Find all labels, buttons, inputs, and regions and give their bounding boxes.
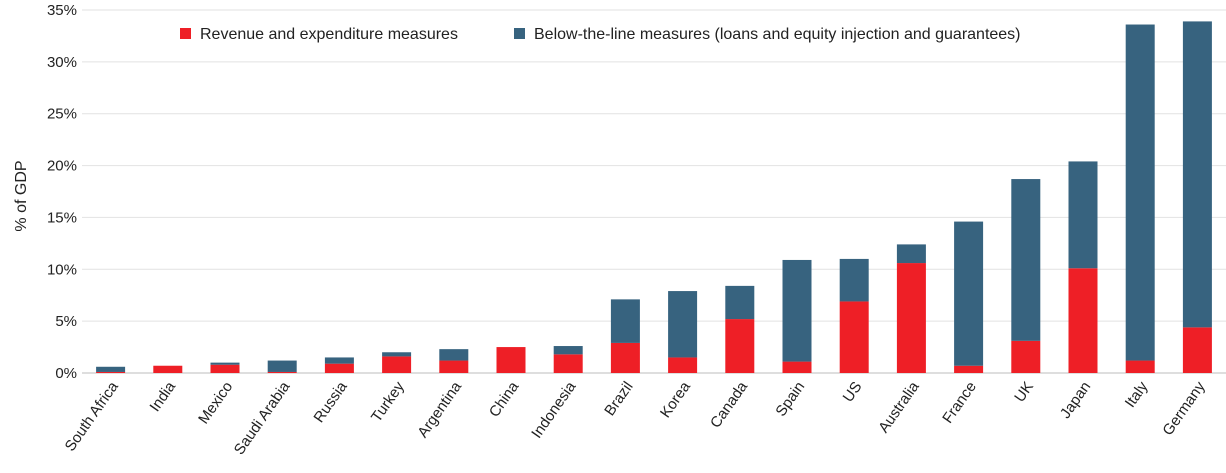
x-tick-label: Australia (875, 378, 923, 436)
x-tick-label: India (146, 378, 179, 415)
bar-revenue-saudi-arabia (267, 371, 297, 373)
bar-revenue-germany (1182, 327, 1212, 373)
bar-revenue-korea (668, 357, 698, 373)
x-tick-label: Germany (1159, 378, 1209, 439)
x-tick-label: Indonesia (528, 378, 580, 442)
y-tick-label: 20% (47, 158, 77, 175)
bar-below-the-line-argentina (439, 349, 469, 361)
bar-below-the-line-japan (1068, 161, 1098, 269)
x-tick-label: UK (1011, 379, 1037, 406)
legend-swatch-below-the-line (514, 28, 525, 39)
bar-below-the-line-uk (1011, 179, 1041, 341)
bar-revenue-mexico (210, 364, 240, 373)
bar-revenue-us (839, 301, 869, 373)
bar-below-the-line-australia (896, 244, 926, 264)
legend-label-below-the-line: Below-the-line measures (loans and equit… (534, 26, 1021, 43)
x-tick-label: Turkey (368, 378, 408, 425)
bar-below-the-line-russia (324, 357, 354, 364)
y-tick-label: 15% (47, 209, 77, 226)
bar-below-the-line-south-africa (96, 366, 126, 372)
x-tick-label: Brazil (601, 379, 636, 419)
legend-label-revenue: Revenue and expenditure measures (200, 26, 458, 43)
bar-revenue-italy (1125, 360, 1155, 373)
x-tick-label: Russia (310, 378, 351, 426)
bar-below-the-line-france (954, 221, 984, 366)
bar-revenue-australia (896, 263, 926, 373)
y-tick-label: 5% (55, 313, 77, 330)
x-tick-label: Mexico (195, 379, 236, 428)
y-tick-label: 10% (47, 261, 77, 278)
x-tick-label: Canada (707, 378, 751, 431)
bar-below-the-line-us (839, 258, 869, 302)
bar-revenue-argentina (439, 360, 469, 373)
bar-revenue-russia (324, 363, 354, 373)
bar-below-the-line-germany (1182, 21, 1212, 328)
x-tick-label: Saudi Arabia (231, 378, 294, 458)
y-tick-label: 0% (55, 365, 77, 382)
x-tick-label: South Africa (62, 378, 123, 455)
legend-swatch-revenue (180, 28, 191, 39)
x-tick-label: France (939, 379, 980, 427)
bar-revenue-china (496, 347, 526, 373)
bar-below-the-line-brazil (610, 299, 640, 343)
y-axis-title: % of GDP (13, 160, 30, 231)
bar-below-the-line-spain (782, 259, 812, 362)
bars (96, 21, 1212, 373)
x-tick-label: Spain (772, 379, 808, 420)
y-tick-label: 30% (47, 54, 77, 71)
bar-below-the-line-indonesia (553, 346, 583, 355)
x-tick-label: US (840, 379, 866, 406)
y-axis-ticks: 0% 5% 10% 15% 20% 25% 30% 35% (47, 2, 77, 382)
bar-revenue-indonesia (553, 354, 583, 373)
x-tick-label: Italy (1122, 378, 1152, 411)
bar-revenue-japan (1068, 268, 1098, 373)
bar-revenue-france (954, 365, 984, 373)
bar-revenue-spain (782, 361, 812, 373)
bar-revenue-brazil (610, 342, 640, 373)
bar-below-the-line-saudi-arabia (267, 360, 297, 372)
legend: Revenue and expenditure measures Below-t… (180, 26, 1021, 43)
x-tick-label: Korea (657, 378, 694, 421)
bar-revenue-canada (725, 319, 755, 373)
bar-below-the-line-canada (725, 285, 755, 320)
bar-below-the-line-korea (668, 291, 698, 358)
bar-below-the-line-turkey (382, 352, 412, 357)
y-tick-label: 25% (47, 106, 77, 123)
y-tick-label: 35% (47, 2, 77, 19)
gridlines (82, 9, 1226, 374)
x-tick-label: Argentina (414, 378, 465, 441)
x-tick-label: Japan (1057, 379, 1094, 422)
bar-below-the-line-italy (1125, 24, 1155, 361)
bar-below-the-line-mexico (210, 362, 240, 365)
bar-revenue-uk (1011, 340, 1041, 373)
bar-revenue-turkey (382, 356, 412, 373)
x-tick-label: China (486, 378, 523, 420)
bar-revenue-india (153, 365, 183, 373)
bar-revenue-south-africa (96, 371, 126, 373)
